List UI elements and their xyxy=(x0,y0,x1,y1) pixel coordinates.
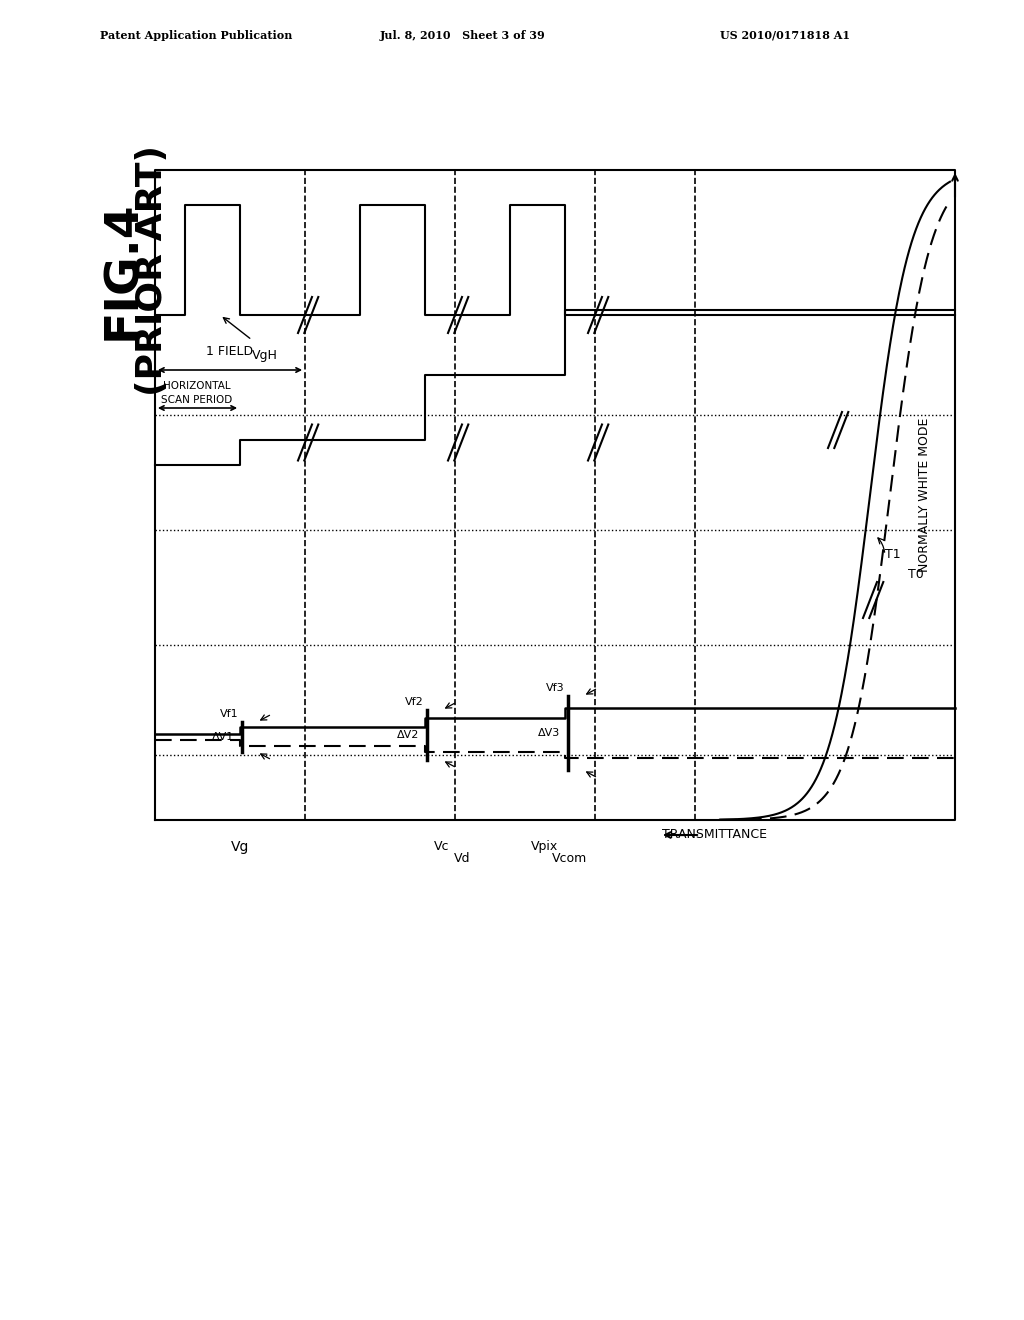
Text: Patent Application Publication: Patent Application Publication xyxy=(100,30,293,41)
Text: Jul. 8, 2010   Sheet 3 of 39: Jul. 8, 2010 Sheet 3 of 39 xyxy=(380,30,546,41)
Text: Vc: Vc xyxy=(434,840,450,853)
Text: FIG.4: FIG.4 xyxy=(100,201,145,339)
Text: T0: T0 xyxy=(908,569,924,582)
Text: ΔV2: ΔV2 xyxy=(397,730,420,741)
Text: HORIZONTAL: HORIZONTAL xyxy=(163,381,230,391)
Text: Vg: Vg xyxy=(230,840,249,854)
Text: Vf3: Vf3 xyxy=(546,682,564,693)
Text: ΔV1: ΔV1 xyxy=(212,733,234,742)
Text: VgH: VgH xyxy=(252,348,278,362)
Text: Vd: Vd xyxy=(454,851,470,865)
Text: Vpix: Vpix xyxy=(531,840,559,853)
Text: T1: T1 xyxy=(885,549,901,561)
Text: Vf2: Vf2 xyxy=(406,697,424,708)
Text: SCAN PERIOD: SCAN PERIOD xyxy=(162,395,232,405)
Text: 1 FIELD: 1 FIELD xyxy=(207,345,254,358)
Text: ΔV3: ΔV3 xyxy=(538,729,560,738)
Text: NORMALLY WHITE MODE: NORMALLY WHITE MODE xyxy=(919,418,932,572)
Text: (PRIOR ART): (PRIOR ART) xyxy=(135,144,169,396)
Text: Vf1: Vf1 xyxy=(220,709,239,719)
Text: TRANSMITTANCE: TRANSMITTANCE xyxy=(663,829,768,842)
Text: US 2010/0171818 A1: US 2010/0171818 A1 xyxy=(720,30,850,41)
Text: Vcom: Vcom xyxy=(552,851,588,865)
